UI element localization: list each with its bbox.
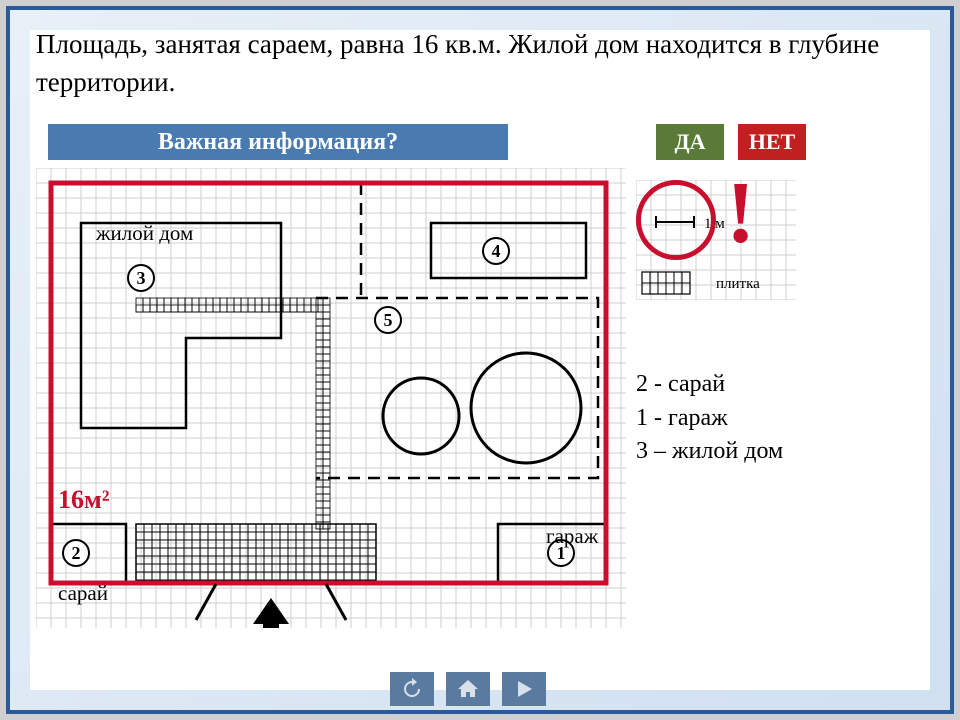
no-button[interactable]: НЕТ — [738, 124, 806, 160]
exclaim-icon: ! — [726, 170, 755, 258]
nav-next-button[interactable] — [502, 672, 546, 706]
question-text: Площадь, занятая сараем, равна 16 кв.м. … — [36, 26, 924, 102]
svg-text:3: 3 — [137, 268, 146, 288]
legend-line-1: 2 - сарай — [636, 368, 783, 402]
svg-text:гараж: гараж — [546, 524, 599, 548]
plan-diagram: 12345жилой домсарайгараж16м² — [36, 168, 626, 628]
legend-line-2: 1 - гараж — [636, 402, 783, 436]
svg-text:жилой дом: жилой дом — [95, 221, 193, 245]
nav-home-button[interactable] — [446, 672, 490, 706]
svg-text:4: 4 — [492, 241, 501, 261]
svg-text:16м²: 16м² — [58, 485, 110, 514]
info-bar: Важная информация? — [48, 124, 508, 160]
svg-text:5: 5 — [384, 310, 393, 330]
nav-back-button[interactable] — [390, 672, 434, 706]
highlight-circle — [636, 180, 716, 260]
svg-text:сарай: сарай — [58, 581, 108, 605]
app-frame: Площадь, занятая сараем, равна 16 кв.м. … — [0, 0, 960, 720]
legend-area: 1 мплитка ! — [636, 180, 926, 350]
legend-scale: 1 мплитка ! — [636, 180, 856, 300]
svg-text:плитка: плитка — [716, 276, 760, 292]
legend-list: 2 - сарай 1 - гараж 3 – жилой дом — [636, 368, 783, 469]
yes-button[interactable]: ДА — [656, 124, 724, 160]
nav-buttons — [390, 672, 546, 706]
legend-line-3: 3 – жилой дом — [636, 435, 783, 469]
svg-text:2: 2 — [72, 543, 81, 563]
